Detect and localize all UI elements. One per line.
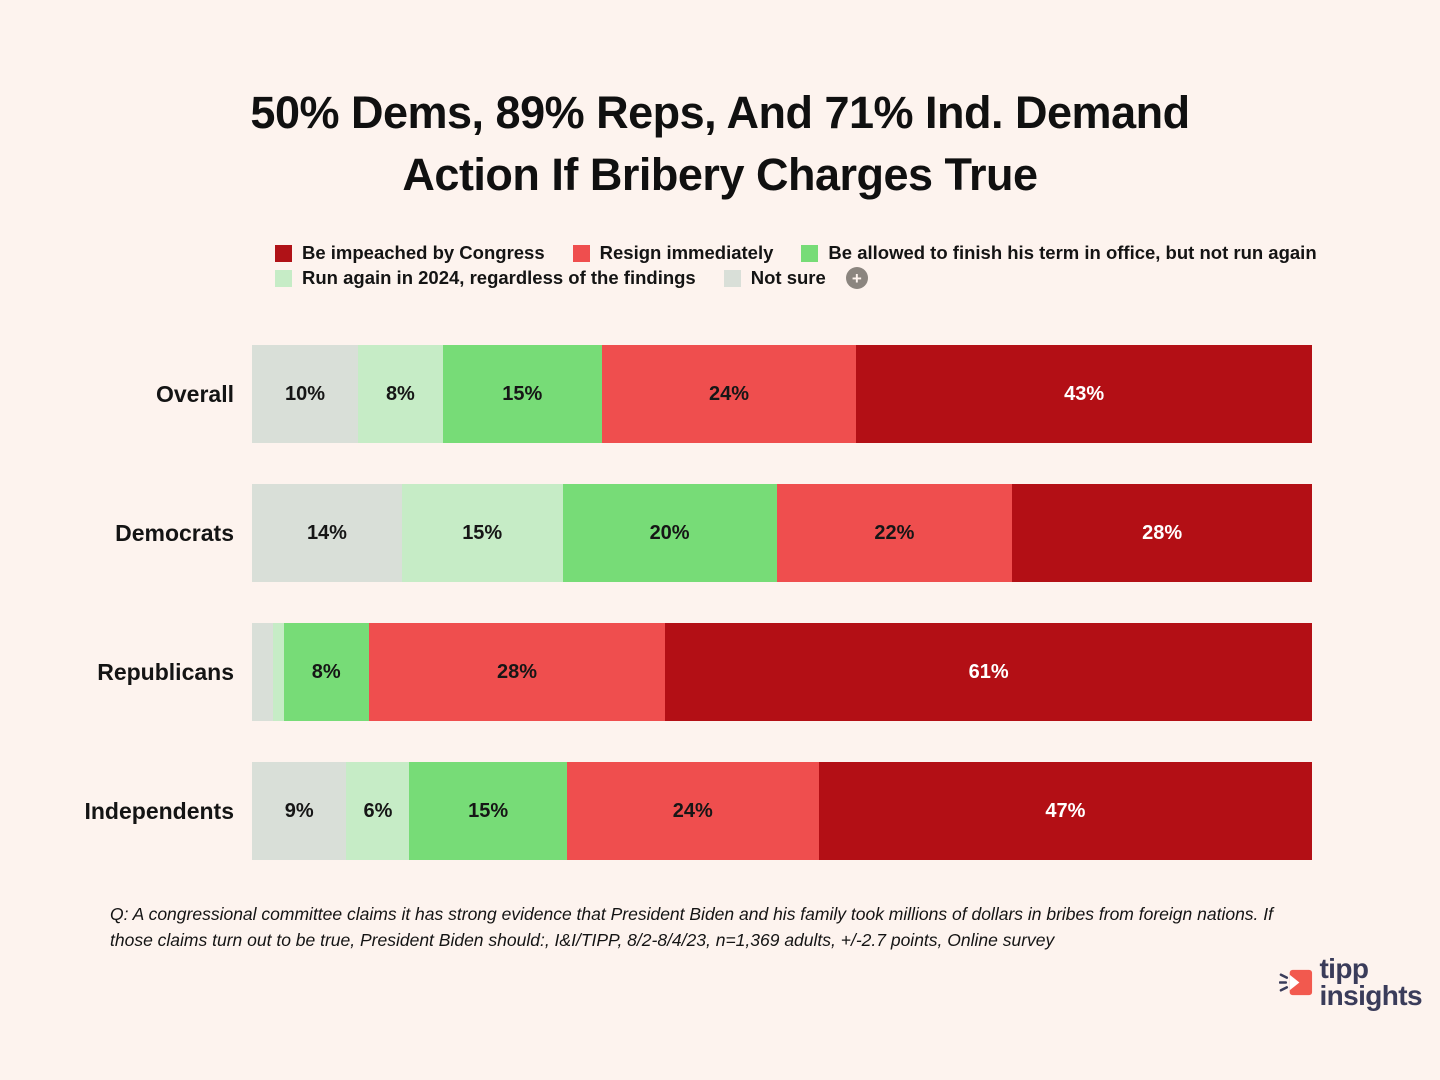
logo-word-insights: insights bbox=[1319, 979, 1422, 1011]
bar-segment: 61% bbox=[665, 623, 1312, 721]
legend: Be impeached by Congress Resign immediate… bbox=[275, 241, 1317, 291]
bar-segment: 8% bbox=[283, 623, 369, 721]
segment-value-label: 15% bbox=[502, 382, 543, 405]
segment-value-label: 8% bbox=[311, 660, 341, 683]
segment-value-label: 6% bbox=[363, 799, 393, 822]
segment-value-label: 15% bbox=[468, 799, 509, 822]
bar-segment: 6% bbox=[346, 762, 410, 860]
segment-value-label: 24% bbox=[708, 382, 750, 405]
tipp-insights-icon bbox=[1279, 965, 1314, 1009]
segment-value-label: 14% bbox=[306, 521, 347, 544]
legend-swatch-resign bbox=[572, 244, 590, 262]
segment-value-label: 20% bbox=[649, 521, 690, 544]
category-label-overall: Overall bbox=[156, 380, 234, 407]
legend-label-resign: Resign immediately bbox=[599, 242, 774, 263]
segment-value-label: 28% bbox=[1142, 521, 1183, 544]
legend-item-run_again: Run again in 2024, regardless of the fin… bbox=[275, 267, 696, 289]
bar-segment: 15% bbox=[401, 484, 563, 582]
segment-value-label: 9% bbox=[284, 799, 314, 822]
chart-title-line2: Action If Bribery Charges True bbox=[402, 148, 1038, 200]
bar-segment: 9% bbox=[252, 762, 347, 860]
footnote: Q: A congressional committee claims it h… bbox=[110, 904, 1273, 951]
legend-label-impeach: Be impeached by Congress bbox=[302, 242, 545, 263]
tipp-insights-logo: tipp insights bbox=[1279, 953, 1423, 1011]
bar-segment: 28% bbox=[1012, 484, 1313, 582]
bar-segment: 10% bbox=[252, 345, 358, 443]
logo-word-tipp: tipp bbox=[1319, 953, 1369, 984]
bar-democrats: 14% 15% 20% 22% 28% bbox=[252, 484, 1313, 582]
bar-segment: 15% bbox=[409, 762, 567, 860]
segment-value-label: 61% bbox=[968, 660, 1009, 683]
legend-label-finish_term: Be allowed to finish his term in office,… bbox=[828, 242, 1317, 263]
bar-segment: 8% bbox=[358, 345, 443, 443]
bar-segment bbox=[273, 623, 284, 721]
segment-value-label: 22% bbox=[874, 521, 915, 544]
bar-segment: 14% bbox=[252, 484, 402, 582]
bar-republicans: 8% 28% 61% bbox=[252, 623, 1312, 721]
legend-swatch-not_sure bbox=[723, 269, 741, 287]
bar-segment: 15% bbox=[442, 345, 602, 443]
category-label-independents: Independents bbox=[84, 797, 234, 824]
category-label-democrats: Democrats bbox=[115, 519, 234, 546]
bar-segment bbox=[252, 623, 274, 721]
legend-expand-plus-icon[interactable]: + bbox=[845, 267, 868, 289]
stacked-bar-chart: Overall 10% 8% 15% 24% 43% Democrats 14% 15% 20% 2… bbox=[0, 345, 1313, 901]
bar-segment: 22% bbox=[776, 484, 1013, 582]
legend-swatch-run_again bbox=[275, 269, 292, 287]
bar-segment: 43% bbox=[856, 345, 1312, 443]
legend-swatch-impeach bbox=[275, 244, 292, 262]
segment-value-label: 24% bbox=[672, 799, 713, 822]
segment-value-label: 47% bbox=[1045, 799, 1086, 822]
legend-item-not_sure: Not sure bbox=[723, 267, 826, 289]
bar-independents: 9% 6% 15% 24% 47% bbox=[252, 762, 1312, 860]
bar-segment: 24% bbox=[601, 345, 857, 443]
legend-label-not_sure: Not sure bbox=[750, 267, 826, 288]
bar-overall: 10% 8% 15% 24% 43% bbox=[252, 345, 1312, 443]
bar-segment: 28% bbox=[368, 623, 666, 721]
category-label-republicans: Republicans bbox=[97, 658, 234, 685]
chart-title-line1: 50% Dems, 89% Reps, And 71% Ind. Demand bbox=[250, 87, 1190, 138]
segment-value-label: 28% bbox=[496, 660, 537, 683]
legend-label-run_again: Run again in 2024, regardless of the fin… bbox=[302, 267, 696, 288]
legend-swatch-finish_term bbox=[801, 244, 819, 262]
legend-row-2: Run again in 2024, regardless of the fin… bbox=[275, 266, 1317, 290]
chart-row-independents: Independents 9% 6% 15% 24% 47% bbox=[0, 762, 1312, 860]
chart-title: 50% Dems, 89% Reps, And 71% Ind. Demand … bbox=[0, 82, 1440, 205]
bar-segment: 47% bbox=[818, 762, 1312, 860]
bar-segment: 24% bbox=[566, 762, 819, 860]
segment-value-label: 8% bbox=[385, 382, 415, 405]
legend-item-finish_term: Be allowed to finish his term in office,… bbox=[801, 242, 1317, 264]
chart-row-democrats: Democrats 14% 15% 20% 22% 28% bbox=[0, 484, 1313, 582]
segment-value-label: 15% bbox=[462, 521, 503, 544]
legend-item-impeach: Be impeached by Congress bbox=[275, 242, 545, 264]
chart-row-republicans: Republicans 8% 28% 61% bbox=[0, 623, 1312, 721]
legend-row-1: Be impeached by Congress Resign immediate… bbox=[275, 241, 1317, 265]
chart-row-overall: Overall 10% 8% 15% 24% 43% bbox=[0, 345, 1312, 443]
tipp-insights-wordmark: tipp insights bbox=[1319, 953, 1422, 1011]
legend-item-resign: Resign immediately bbox=[572, 242, 774, 264]
segment-value-label: 43% bbox=[1064, 382, 1105, 405]
segment-value-label: 10% bbox=[284, 382, 326, 405]
bar-segment: 20% bbox=[562, 484, 777, 582]
